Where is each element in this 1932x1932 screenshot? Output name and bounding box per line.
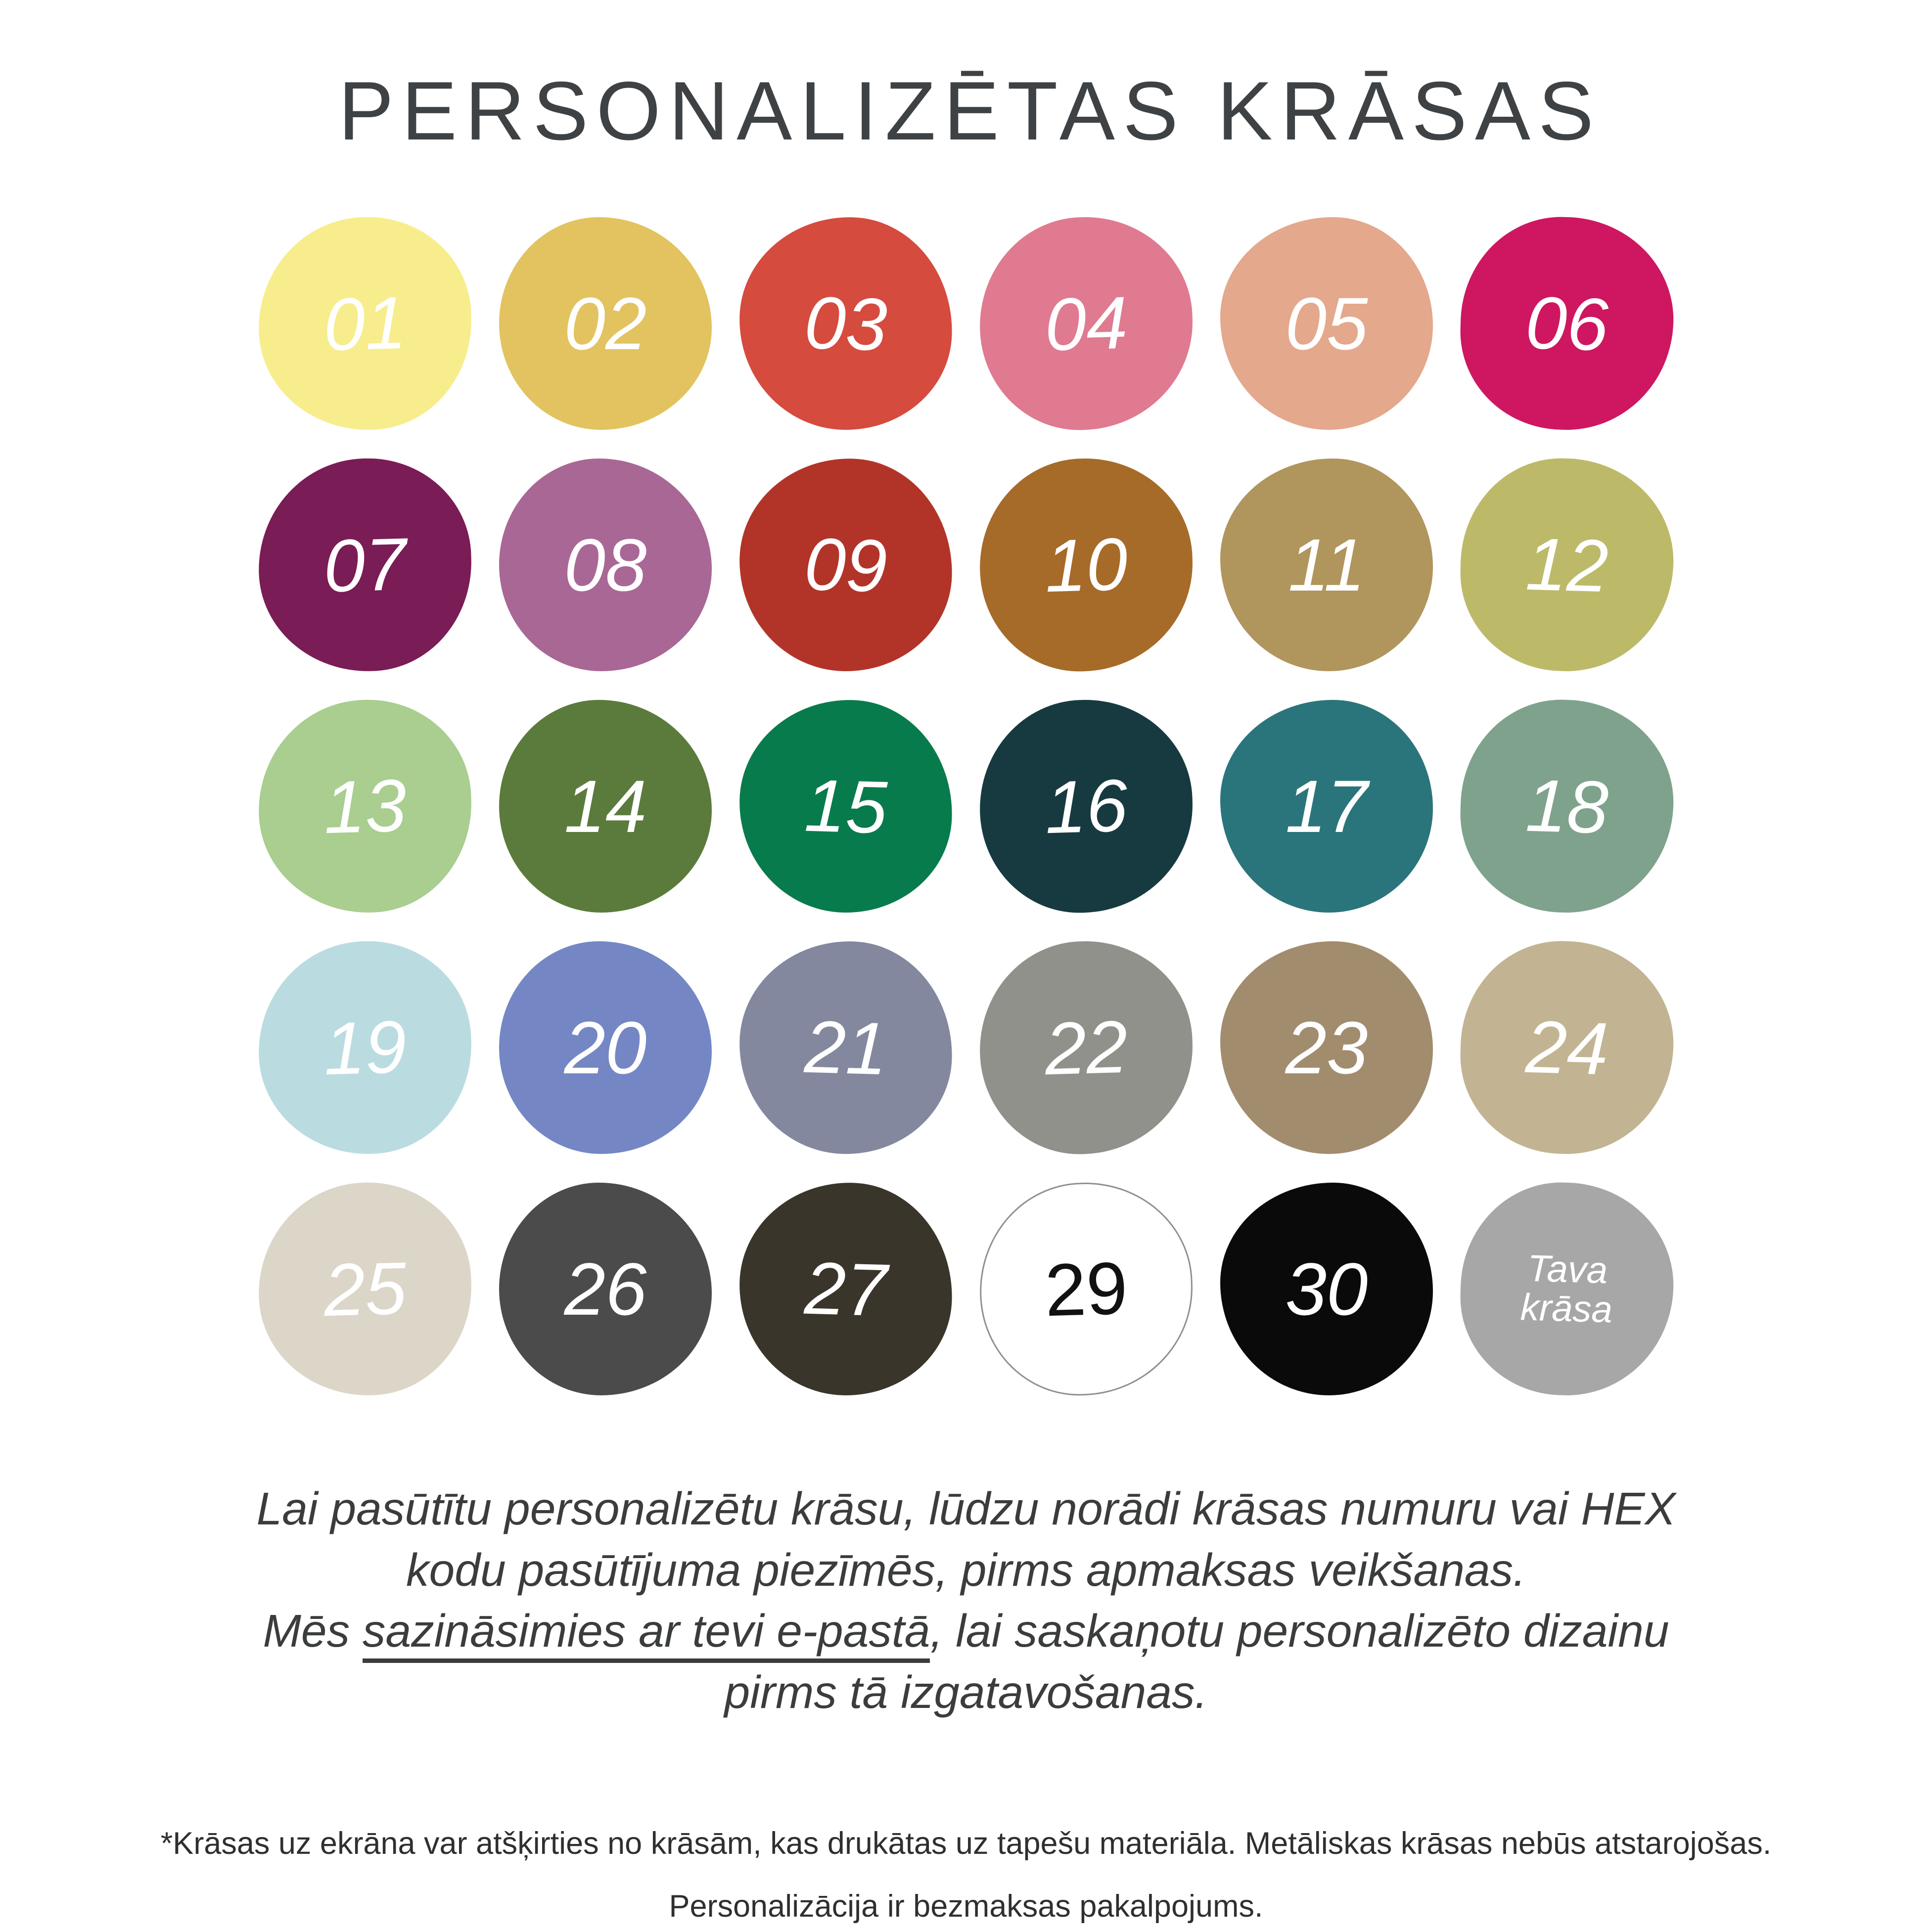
color-swatch-24: 24 (1458, 938, 1676, 1157)
swatch-label: 20 (564, 1006, 647, 1089)
description-line-4: pirms tā izgatavošanas. (724, 1666, 1208, 1718)
color-swatch-08: 08 (499, 459, 712, 671)
description-line-1: Lai pasūtītu personalizētu krāsu, lūdzu … (256, 1483, 1676, 1534)
swatch-label: 21 (803, 1005, 888, 1091)
color-swatch-18: 18 (1458, 697, 1676, 916)
swatch-label: 11 (1288, 523, 1365, 606)
swatch-label: 06 (1524, 280, 1610, 367)
description-line-3-pre: Mēs (263, 1605, 363, 1657)
color-swatch-04: 04 (977, 214, 1196, 433)
description: Lai pasūtītu personalizētu krāsu, lūdzu … (0, 1478, 1932, 1723)
color-swatch-07: 07 (256, 456, 474, 674)
color-swatch-02: 02 (499, 217, 712, 430)
color-swatch-05: 05 (1220, 217, 1433, 430)
color-swatch-03: 03 (736, 214, 955, 433)
swatch-label: 10 (1044, 522, 1129, 608)
swatch-label: 08 (564, 523, 647, 606)
swatch-label: 30 (1285, 1247, 1368, 1331)
swatch-label: 13 (322, 763, 408, 849)
swatch-label: 19 (322, 1005, 408, 1091)
color-swatch-01: 01 (256, 214, 474, 433)
color-swatch-20: 20 (499, 941, 712, 1154)
swatch-label: 17 (1285, 765, 1368, 848)
color-swatch-26: 26 (499, 1183, 712, 1395)
swatch-label: 02 (564, 282, 647, 365)
color-swatch-30: 30 (1220, 1183, 1433, 1395)
swatch-label: 26 (564, 1247, 647, 1331)
swatch-label: 12 (1524, 522, 1610, 608)
color-swatch-29: 29 (977, 1180, 1196, 1398)
color-swatch-10: 10 (977, 456, 1196, 674)
footnote-line-1: *Krāsas uz ekrāna var atšķirties no krās… (160, 1826, 1772, 1861)
swatch-label: 27 (803, 1246, 888, 1332)
color-swatch-12: 12 (1458, 456, 1676, 674)
swatch-label: 07 (322, 522, 408, 608)
swatch-label: 05 (1285, 282, 1368, 365)
email-contact-underlined-text: sazināsimies ar tevi e-pastā (362, 1605, 930, 1663)
swatch-label: 29 (1044, 1246, 1129, 1332)
color-swatch-17: 17 (1220, 700, 1433, 913)
swatch-label: 24 (1524, 1005, 1610, 1091)
swatch-label: 18 (1524, 763, 1610, 849)
description-line-2: kodu pasūtījuma piezīmēs, pirms apmaksas… (406, 1544, 1526, 1596)
color-swatch-23: 23 (1220, 941, 1433, 1154)
color-swatch-15: 15 (736, 697, 955, 916)
swatch-label: Tava krāsa (1519, 1247, 1613, 1331)
swatch-label: 22 (1044, 1005, 1129, 1091)
swatch-label: 15 (803, 763, 888, 849)
color-swatch-09: 09 (736, 456, 955, 674)
color-swatch-11: 11 (1220, 459, 1433, 671)
color-swatch-25: 25 (256, 1180, 474, 1398)
color-swatch-13: 13 (256, 697, 474, 916)
swatch-label: 25 (322, 1246, 408, 1332)
color-swatch-19: 19 (256, 938, 474, 1157)
color-swatch-27: 27 (736, 1180, 955, 1398)
swatch-label: 03 (803, 280, 888, 367)
swatch-label: 09 (803, 522, 888, 608)
page-title: PERSONALIZĒTAS KRĀSAS (338, 64, 1602, 157)
swatch-label: 01 (322, 280, 408, 367)
color-swatch-tava-krasa: Tava krāsa (1458, 1180, 1676, 1398)
swatch-label: 23 (1285, 1006, 1368, 1089)
footnote: *Krāsas uz ekrāna var atšķirties no krās… (0, 1828, 1932, 1922)
footnote-line-2: Personalizācija ir bezmaksas pakalpojums… (669, 1888, 1263, 1924)
color-swatch-16: 16 (977, 697, 1196, 916)
color-swatch-21: 21 (736, 938, 955, 1157)
swatch-label: 14 (564, 765, 647, 848)
swatch-label: 16 (1044, 763, 1129, 849)
color-swatch-06: 06 (1458, 214, 1676, 433)
color-swatch-14: 14 (499, 700, 712, 913)
color-swatch-22: 22 (977, 938, 1196, 1157)
swatch-label: 04 (1044, 280, 1129, 367)
description-line-3-post: , lai saskaņotu personalizēto dizainu (930, 1605, 1669, 1657)
swatch-grid: 01 02 03 04 05 06 07 08 09 10 11 12 13 14 15 16 17 18 19 20… (256, 214, 1676, 1398)
